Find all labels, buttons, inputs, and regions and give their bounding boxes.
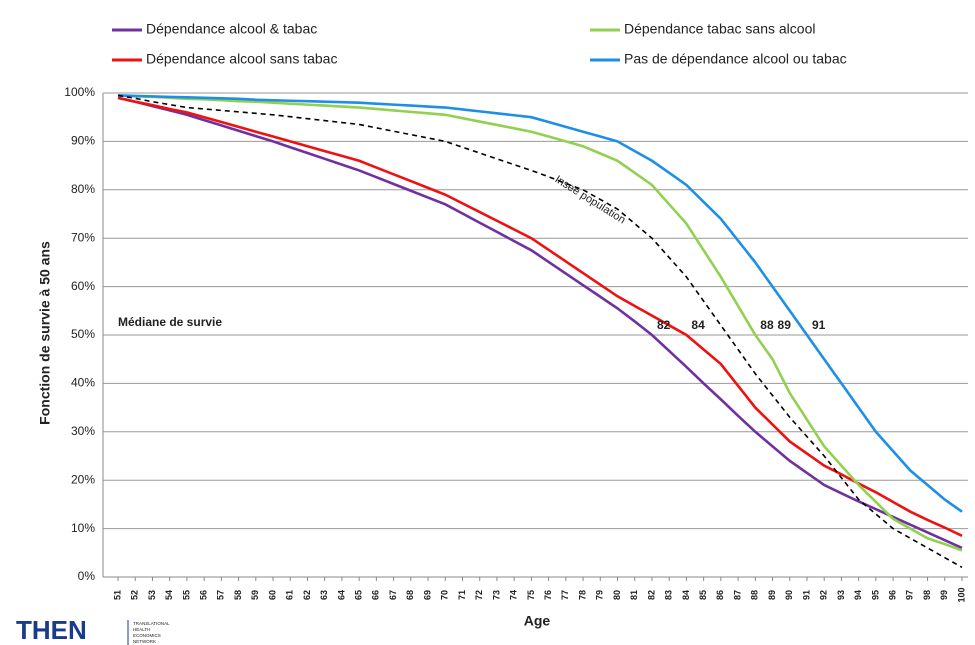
x-tick-label: 66	[371, 590, 381, 600]
x-tick-label: 92	[819, 590, 829, 600]
x-tick-label: 97	[905, 590, 915, 600]
y-tick-label: 10%	[71, 521, 95, 535]
logo-line: TRANSLATIONAL	[133, 621, 170, 626]
x-tick-label: 86	[715, 590, 725, 600]
x-tick-label: 68	[405, 590, 415, 600]
x-tick-label: 100	[956, 587, 966, 602]
x-tick-label: 91	[801, 590, 811, 600]
x-tick-label: 93	[836, 590, 846, 600]
legend-label: Dépendance alcool & tabac	[146, 21, 317, 37]
median-age-label: 84	[691, 318, 705, 332]
y-tick-label: 40%	[71, 376, 95, 390]
y-tick-label: 60%	[71, 279, 95, 293]
x-tick-label: 99	[939, 590, 949, 600]
x-tick-label: 76	[543, 590, 553, 600]
x-axis-label: Age	[524, 613, 551, 629]
y-axis-label: Fonction de survie à 50 ans	[37, 241, 53, 425]
logo-line: NETWORK	[133, 639, 156, 644]
x-tick-label: 70	[440, 590, 450, 600]
x-tick-label: 79	[595, 590, 605, 600]
legend-label: Dépendance tabac sans alcool	[624, 21, 815, 37]
x-tick-label: 84	[681, 590, 691, 600]
x-tick-label: 83	[664, 590, 674, 600]
median-age-label: 89	[778, 318, 792, 332]
x-tick-label: 71	[457, 590, 467, 600]
logo: THEN TRANSLATIONAL HEALTH ECONOMICS NETW…	[16, 615, 170, 645]
x-tick-label: 89	[767, 590, 777, 600]
median-label: Médiane de survie	[118, 315, 222, 329]
series-line	[117, 94, 963, 513]
x-tick-label: 58	[233, 590, 243, 600]
x-tick-label: 98	[922, 590, 932, 600]
legend-label: Dépendance alcool sans tabac	[146, 51, 337, 67]
x-tick-label: 85	[698, 590, 708, 600]
y-tick-label: 100%	[64, 85, 95, 99]
logo-name: THEN	[16, 615, 87, 645]
legend-label: Pas de dépendance alcool ou tabac	[624, 51, 847, 67]
x-tick-label: 75	[526, 590, 536, 600]
x-tick-label: 88	[750, 590, 760, 600]
y-tick-label: 80%	[71, 182, 95, 196]
y-tick-label: 20%	[71, 472, 95, 486]
x-tick-label: 95	[870, 590, 880, 600]
series-annotation: Insee population	[553, 173, 628, 226]
x-tick-label: 55	[181, 590, 191, 600]
series-line	[117, 96, 963, 538]
median-age-label: 88	[760, 318, 774, 332]
x-tick-label: 81	[629, 590, 639, 600]
x-tick-label: 80	[612, 590, 622, 600]
x-tick-label: 56	[198, 590, 208, 600]
x-tick-label: 65	[354, 590, 364, 600]
x-tick-label: 62	[302, 590, 312, 600]
x-tick-label: 67	[388, 590, 398, 600]
x-tick-label: 52	[130, 590, 140, 600]
y-tick-label: 30%	[71, 424, 95, 438]
median-age-label: 91	[812, 318, 826, 332]
x-tick-label: 57	[216, 590, 226, 600]
series-line	[117, 94, 963, 569]
y-tick-label: 70%	[71, 230, 95, 244]
y-tick-label: 50%	[71, 327, 95, 341]
x-tick-label: 77	[560, 590, 570, 600]
x-tick-label: 96	[887, 590, 897, 600]
x-tick-label: 59	[250, 590, 260, 600]
x-tick-label: 73	[491, 590, 501, 600]
median-age-label: 82	[657, 318, 671, 332]
x-tick-label: 63	[319, 590, 329, 600]
y-tick-label: 0%	[78, 569, 96, 583]
x-tick-label: 87	[732, 590, 742, 600]
x-tick-label: 53	[147, 590, 157, 600]
x-tick-label: 90	[784, 590, 794, 600]
x-tick-label: 69	[422, 590, 432, 600]
x-tick-label: 51	[112, 590, 122, 600]
series-line	[117, 96, 963, 550]
logo-line: HEALTH	[133, 627, 150, 632]
x-tick-label: 74	[509, 590, 519, 600]
x-tick-label: 82	[646, 590, 656, 600]
x-tick-label: 61	[285, 590, 295, 600]
x-tick-label: 64	[336, 590, 346, 600]
y-tick-label: 90%	[71, 134, 95, 148]
logo-line: ECONOMICS	[133, 633, 161, 638]
x-tick-label: 72	[474, 590, 484, 600]
series-line	[117, 94, 963, 552]
x-tick-label: 94	[853, 590, 863, 600]
x-tick-label: 60	[267, 590, 277, 600]
x-tick-label: 78	[577, 590, 587, 600]
x-tick-label: 54	[164, 590, 174, 600]
